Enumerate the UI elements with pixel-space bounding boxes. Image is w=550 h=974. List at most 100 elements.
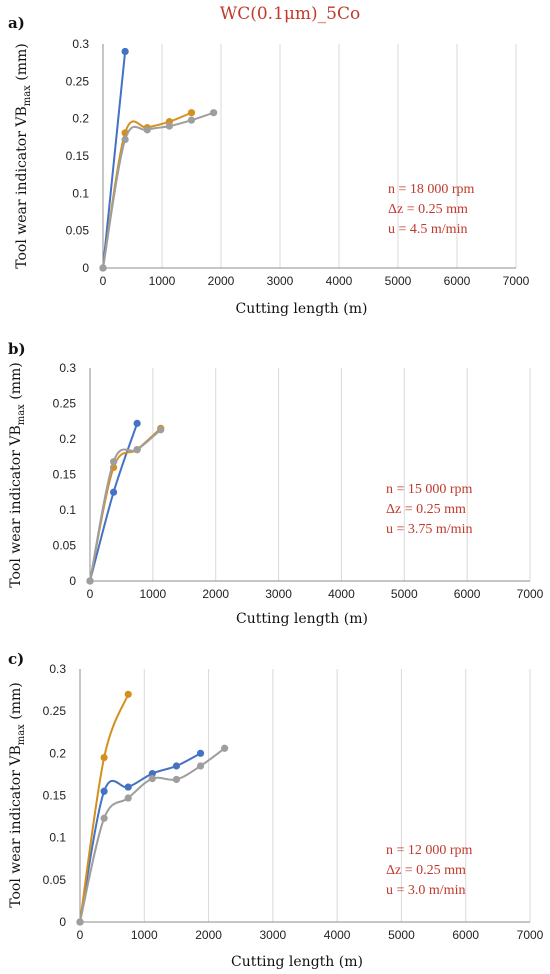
x-tick-label: 1000 bbox=[140, 587, 167, 601]
data-point-gray bbox=[100, 814, 108, 822]
data-point-gray bbox=[187, 116, 196, 124]
data-point-gray bbox=[86, 577, 94, 585]
y-tick-label: 0.3 bbox=[49, 662, 66, 676]
y-tick-label: 0.1 bbox=[49, 831, 66, 845]
annotation-line: u = 3.0 m/min bbox=[386, 883, 465, 898]
x-tick-label: 3000 bbox=[267, 274, 294, 288]
series-line-blue bbox=[89, 423, 139, 582]
annotation-line: u = 3.75 m/min bbox=[386, 522, 472, 537]
data-point-gray bbox=[196, 762, 205, 770]
data-point-gray bbox=[165, 122, 173, 130]
x-tick-label: 4000 bbox=[328, 587, 355, 601]
x-tick-label: 5000 bbox=[388, 928, 415, 942]
series-line-gray bbox=[89, 429, 162, 582]
y-axis-label-unit: (mm) bbox=[8, 682, 24, 724]
x-tick-label: 6000 bbox=[452, 928, 479, 942]
y-tick-label: 0.25 bbox=[66, 74, 90, 88]
panel-a: 0 1000 2000 3000 4000 5000 6000 7000 0 0.05 0.1 0.1… bbox=[8, 14, 530, 317]
annotation-line: Δz = 0.25 mm bbox=[386, 502, 466, 517]
data-point-gray bbox=[157, 426, 165, 434]
annotation-line: n = 18 000 rpm bbox=[388, 182, 475, 197]
data-point-blue bbox=[109, 488, 118, 496]
x-tick-label: 6000 bbox=[454, 587, 481, 601]
data-point-gray bbox=[121, 135, 129, 144]
y-axis-label-sub: max bbox=[22, 85, 33, 106]
x-tick-label: 5000 bbox=[385, 274, 412, 288]
y-tick-label: 0.3 bbox=[72, 37, 89, 51]
y-axis-label-sub: max bbox=[16, 404, 27, 425]
annotation-line: n = 15 000 rpm bbox=[386, 482, 473, 497]
panel-letter: c) bbox=[8, 650, 24, 668]
x-tick-label: 3000 bbox=[260, 928, 287, 942]
y-tick-label: 0.2 bbox=[49, 746, 66, 760]
y-tick-label: 0.2 bbox=[72, 112, 89, 126]
data-point-blue bbox=[100, 787, 108, 795]
annotation-line: Δz = 0.25 mm bbox=[388, 202, 468, 217]
y-axis-label-main: Tool wear indicator VB bbox=[8, 425, 24, 588]
y-tick-label: 0.05 bbox=[43, 873, 67, 887]
x-tick-label: 5000 bbox=[391, 587, 418, 601]
x-tick-label: 2000 bbox=[195, 928, 222, 942]
x-tick-label: 7000 bbox=[517, 587, 544, 601]
x-tick-label: 2000 bbox=[202, 587, 229, 601]
x-tick-label: 6000 bbox=[444, 274, 471, 288]
annotation-line: n = 12 000 rpm bbox=[386, 843, 473, 858]
data-point-gray bbox=[221, 744, 229, 752]
data-point-gray bbox=[148, 775, 156, 783]
x-tick-label: 0 bbox=[77, 928, 84, 942]
x-axis-label: Cutting length (m) bbox=[236, 611, 368, 627]
x-tick-label: 7000 bbox=[503, 274, 530, 288]
y-axis-label: Tool wear indicator VBmax (mm) bbox=[8, 682, 27, 908]
y-tick-label: 0.2 bbox=[59, 432, 76, 446]
x-tick-label: 0 bbox=[87, 587, 94, 601]
data-point-orange bbox=[187, 109, 196, 117]
y-tick-label: 0.05 bbox=[53, 539, 77, 553]
y-tick-label: 0 bbox=[69, 574, 76, 588]
series-line-gray bbox=[102, 111, 214, 269]
y-tick-label: 0.1 bbox=[59, 503, 76, 517]
y-tick-label: 0.25 bbox=[53, 397, 77, 411]
y-tick-label: 0.15 bbox=[66, 149, 90, 163]
y-axis-label-sub: max bbox=[16, 724, 27, 745]
series-line-orange bbox=[89, 427, 162, 582]
x-tick-label: 0 bbox=[100, 274, 107, 288]
y-tick-label: 0.15 bbox=[43, 789, 67, 803]
y-tick-label: 0.15 bbox=[53, 468, 77, 482]
x-tick-label: 3000 bbox=[265, 587, 292, 601]
x-axis-label: Cutting length (m) bbox=[236, 301, 368, 317]
data-point-blue bbox=[196, 749, 205, 757]
data-point-blue bbox=[121, 47, 129, 56]
series-line-orange bbox=[79, 693, 130, 923]
y-axis-label-main: Tool wear indicator VB bbox=[14, 106, 30, 269]
panel-letter: a) bbox=[8, 14, 25, 32]
y-axis-label-main: Tool wear indicator VB bbox=[8, 745, 24, 908]
annotation-line: u = 4.5 m/min bbox=[388, 222, 467, 237]
series-line-blue bbox=[102, 51, 127, 269]
data-point-gray bbox=[133, 446, 141, 454]
figure-title: WC(0.1μm)_5Co bbox=[220, 4, 361, 24]
panel-letter: b) bbox=[8, 340, 26, 358]
data-point-gray bbox=[124, 794, 132, 802]
data-point-gray bbox=[172, 775, 181, 784]
data-point-gray bbox=[210, 109, 218, 117]
x-tick-label: 2000 bbox=[208, 274, 235, 288]
y-axis-label-unit: (mm) bbox=[8, 362, 24, 404]
y-tick-label: 0 bbox=[82, 261, 89, 275]
panel-c: 0 1000 2000 3000 4000 5000 6000 7000 0 0.05 0.1 0.1… bbox=[8, 650, 544, 970]
panel-b: 0 1000 2000 3000 4000 5000 6000 7000 0 0.05 0.1 0.1… bbox=[8, 340, 544, 627]
data-point-blue bbox=[133, 419, 141, 427]
data-point-gray bbox=[109, 458, 118, 466]
x-tick-label: 1000 bbox=[131, 928, 158, 942]
x-axis-label: Cutting length (m) bbox=[231, 954, 363, 970]
data-point-gray bbox=[99, 264, 107, 272]
data-point-gray bbox=[143, 126, 151, 134]
y-axis-label-unit: (mm) bbox=[14, 43, 30, 85]
y-tick-label: 0 bbox=[59, 915, 66, 929]
y-axis-label: Tool wear indicator VBmax (mm) bbox=[14, 43, 33, 269]
x-tick-label: 4000 bbox=[324, 928, 351, 942]
x-tick-label: 4000 bbox=[326, 274, 353, 288]
data-point-orange bbox=[124, 690, 132, 698]
annotation-line: Δz = 0.25 mm bbox=[386, 863, 466, 878]
x-tick-label: 7000 bbox=[517, 928, 544, 942]
data-point-gray bbox=[76, 918, 84, 926]
